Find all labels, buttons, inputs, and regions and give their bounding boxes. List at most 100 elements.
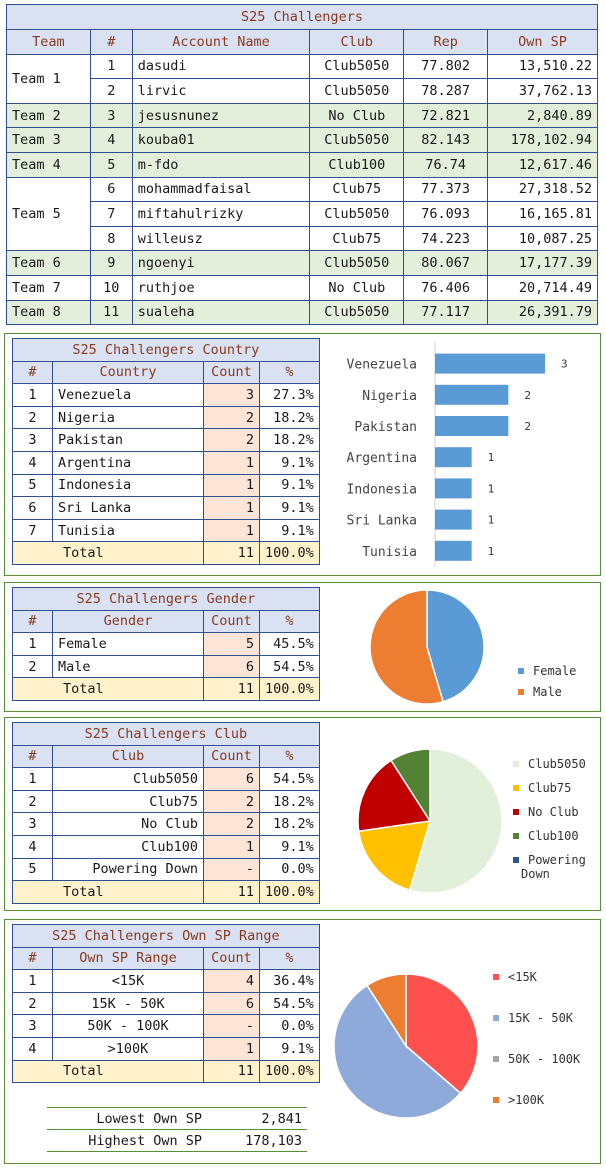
rep-cell: 72.821	[403, 102, 489, 129]
gender-total-label: Total	[12, 677, 204, 701]
table-row: 2 15K - 50K 6 54.5%	[12, 991, 320, 1016]
tick-label: Sri Lanka	[347, 514, 417, 529]
country-section: S25 Challengers Country # Country Count% 1 Ve…	[4, 333, 601, 576]
table-row: 7 miftahulrizky Club5050 76.093 16,165.81	[7, 201, 598, 227]
gender-header-num: #	[12, 609, 53, 634]
account-name: m-fdo	[131, 151, 311, 178]
gender-count-cell: 5	[203, 632, 260, 656]
own-sp-cell: 10,087.25	[487, 225, 598, 252]
gender-pct-cell: 54.5%	[259, 654, 320, 679]
table-row: 2 Club75 2 18.2%	[12, 789, 320, 814]
legend-label: Male	[533, 685, 562, 699]
country-num-cell: 2	[12, 405, 53, 430]
account-name: ruthjoe	[131, 274, 311, 301]
table-row: 3 Pakistan 2 18.2%	[12, 428, 320, 452]
sprange-pct-cell: 0.0%	[259, 1014, 320, 1038]
country-count-cell: 1	[203, 496, 260, 520]
sprange-total-label: Total	[12, 1059, 204, 1084]
gender-header-count: Count	[203, 609, 260, 634]
legend-swatch	[493, 974, 499, 980]
team-cell: Team 4	[6, 151, 91, 178]
rep-cell: 77.117	[403, 299, 489, 326]
bar	[435, 478, 472, 499]
own-sp-cell: 26,391.79	[487, 299, 598, 326]
table-row: 2 lirvic Club5050 78.287 37,762.13	[7, 78, 598, 104]
sprange-total-count: 11	[203, 1059, 260, 1084]
legend-swatch	[493, 1056, 499, 1062]
team-cell: Team 6	[6, 250, 91, 276]
account-name: lirvic	[131, 78, 311, 104]
sp-range-table: S25 Challengers Own SP Range # Own SP Rang…	[12, 924, 320, 1084]
club-cell: Club5050	[309, 201, 405, 227]
country-pct-cell: 9.1%	[259, 518, 320, 543]
team-cell: Team 2	[6, 102, 91, 129]
country-count-cell: 1	[203, 518, 260, 543]
rep-cell: 76.093	[403, 201, 489, 227]
legend-swatch	[493, 1015, 499, 1021]
club-label-cell: Club5050	[52, 767, 204, 791]
pie-slice	[333, 984, 462, 1119]
table-row: 4 >100K 1 9.1%	[12, 1036, 320, 1061]
legend-label: Female	[533, 664, 576, 678]
account-name: sualeha	[131, 299, 311, 326]
club-header-pct: %	[259, 744, 320, 769]
table-row: 3 50K - 100K -0.0%	[12, 1014, 320, 1038]
tick-label: Indonesia	[347, 482, 417, 497]
country-pct-cell: 9.1%	[259, 473, 320, 498]
legend-swatch	[513, 761, 519, 767]
country-label-cell: Venezuela	[52, 383, 204, 407]
legend-swatch	[513, 857, 519, 863]
country-pct-cell: 18.2%	[259, 428, 320, 452]
data-label: 1	[488, 514, 495, 527]
gender-pie-chart: Female Male	[369, 589, 576, 705]
table-row: Team 3 4 kouba01 Club5050 82.143 178,102.94	[6, 127, 598, 153]
sprange-label-cell: 15K - 50K	[52, 991, 204, 1016]
sprange-pct-cell: 54.5%	[259, 991, 320, 1016]
legend-label: Club5050	[528, 757, 586, 771]
country-count-cell: 2	[203, 405, 260, 430]
gender-header-pct: %	[259, 609, 320, 634]
country-header-count: Count	[203, 360, 260, 385]
team-cell: Team 3	[6, 127, 91, 153]
legend-label: 15K - 50K	[508, 1011, 574, 1025]
club-num-cell: 2	[12, 789, 53, 814]
total-row: Total 11 100.0%	[12, 880, 320, 904]
legend-label: Powering Down	[521, 853, 586, 881]
gender-section: S25 Challengers Gender # Gender Count% 1 Fema…	[4, 582, 601, 712]
pie-slice	[366, 973, 407, 1049]
legend-swatch	[518, 668, 524, 674]
row-number: 9	[89, 250, 133, 276]
gender-table: S25 Challengers Gender # Gender Count% 1 Fema…	[12, 587, 320, 701]
account-name: kouba01	[131, 127, 311, 153]
bar	[435, 353, 545, 374]
club-cell: Club5050	[309, 299, 405, 326]
club-cell: No Club	[309, 102, 405, 129]
country-count-cell: 1	[203, 450, 260, 475]
club-count-cell: -	[203, 857, 260, 882]
legend-swatch	[513, 833, 519, 839]
row-number: 3	[89, 102, 133, 129]
data-label: 3	[561, 358, 568, 371]
club-count-cell: 1	[203, 834, 260, 859]
legend-label: Club100	[528, 829, 579, 843]
challengers-table: S25 Challengers Team # Account Name Club…	[6, 4, 598, 326]
main-table-title: S25 Challengers	[6, 4, 598, 30]
table-row: 1 Venezuela 3 27.3%	[12, 383, 320, 407]
table-row: 3 No Club 2 18.2%	[12, 812, 320, 836]
sprange-header-label: Own SP Range	[52, 946, 204, 971]
header-own-sp: Own SP	[487, 29, 598, 55]
club-header-num: #	[12, 744, 53, 769]
row-number: 1	[89, 53, 133, 80]
team-cell: Team 5	[6, 176, 91, 252]
own-sp-cell: 20,714.49	[487, 274, 598, 301]
club-header-count: Count	[203, 744, 260, 769]
sprange-table-title: S25 Challengers Own SP Range	[12, 924, 320, 948]
table-row: Team 5 6 mohammadfaisal Club75 77.373 27,318.…	[6, 176, 598, 252]
club-header-label: Club	[52, 744, 204, 769]
legend-label: Club75	[528, 781, 571, 795]
team-cell: Team 1	[6, 53, 91, 104]
legend-label: >100K	[508, 1093, 545, 1107]
country-count-cell: 2	[203, 428, 260, 452]
bar	[435, 540, 472, 561]
table-row: 5 Powering Down -0.0%	[12, 857, 320, 882]
